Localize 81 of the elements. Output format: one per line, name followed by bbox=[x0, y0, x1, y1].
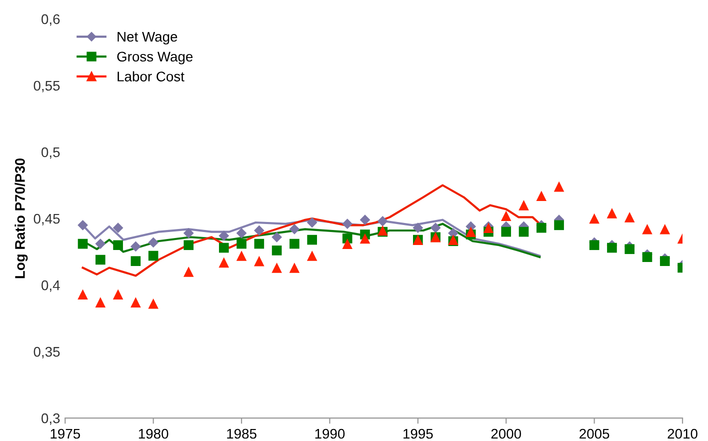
point bbox=[536, 222, 546, 233]
point bbox=[130, 241, 141, 252]
point bbox=[360, 214, 370, 226]
point bbox=[289, 224, 300, 234]
x-tick-label: 1985 bbox=[227, 428, 256, 439]
point bbox=[412, 222, 424, 234]
point bbox=[236, 238, 246, 249]
legend-label: Net Wage bbox=[118, 32, 178, 44]
y-tick-label: 0,55 bbox=[34, 80, 60, 92]
point bbox=[112, 289, 124, 300]
point bbox=[660, 224, 670, 234]
point bbox=[306, 250, 318, 261]
point bbox=[254, 256, 264, 266]
point bbox=[342, 218, 353, 230]
x-tick-label: 1990 bbox=[315, 428, 345, 439]
point bbox=[430, 222, 441, 234]
y-tick-label: 0,6 bbox=[42, 14, 60, 26]
point bbox=[130, 256, 141, 266]
legend-label: Labor Cost bbox=[118, 71, 184, 82]
x-tick-label: 2005 bbox=[580, 428, 610, 439]
point bbox=[254, 238, 264, 249]
legend-label: Gross Wage bbox=[117, 52, 193, 64]
point bbox=[642, 224, 652, 234]
point bbox=[184, 240, 194, 250]
point bbox=[501, 226, 512, 237]
point bbox=[236, 250, 247, 261]
point bbox=[95, 238, 106, 249]
point bbox=[500, 210, 512, 222]
x-tick-label: 1975 bbox=[50, 428, 80, 439]
point bbox=[342, 238, 353, 249]
point bbox=[183, 228, 194, 238]
point bbox=[589, 213, 600, 224]
x-tick-label: 2000 bbox=[491, 428, 522, 439]
x-tick-label: 1995 bbox=[404, 428, 433, 439]
point bbox=[113, 240, 123, 250]
y-tick-label: 0,4 bbox=[42, 280, 60, 292]
point bbox=[95, 297, 106, 308]
point bbox=[642, 252, 652, 262]
point bbox=[272, 232, 282, 242]
point bbox=[306, 217, 318, 228]
point bbox=[236, 228, 247, 238]
point bbox=[112, 222, 124, 234]
point bbox=[518, 226, 529, 237]
point bbox=[78, 289, 88, 300]
point bbox=[606, 208, 618, 218]
point bbox=[148, 298, 158, 309]
point bbox=[360, 233, 370, 244]
y-tick-label: 0,3 bbox=[42, 413, 60, 425]
point bbox=[78, 220, 88, 230]
y-tick-label: 0,35 bbox=[34, 346, 60, 358]
point bbox=[272, 262, 282, 273]
point bbox=[218, 242, 229, 253]
point bbox=[660, 256, 670, 266]
point bbox=[130, 297, 141, 308]
point bbox=[96, 254, 106, 265]
y-tick-label: 0,5 bbox=[42, 147, 60, 159]
point bbox=[624, 244, 635, 254]
y-tick-label: 0,45 bbox=[34, 214, 60, 226]
point bbox=[272, 246, 282, 256]
point bbox=[148, 237, 159, 248]
point bbox=[607, 242, 617, 253]
point bbox=[78, 238, 88, 249]
point bbox=[624, 212, 635, 222]
point bbox=[589, 240, 600, 250]
x-tick-label: 2010 bbox=[668, 428, 698, 439]
point bbox=[218, 257, 230, 268]
point bbox=[254, 225, 264, 236]
point bbox=[183, 266, 194, 277]
point bbox=[289, 262, 300, 273]
x-tick-label: 1980 bbox=[138, 428, 168, 439]
point bbox=[148, 250, 158, 261]
point bbox=[536, 190, 547, 202]
point bbox=[554, 181, 564, 192]
point bbox=[377, 216, 388, 226]
point bbox=[518, 200, 529, 210]
point bbox=[307, 234, 317, 245]
point bbox=[218, 230, 230, 242]
point bbox=[554, 220, 564, 230]
y-axis-title: Log Ratio P70/P30 bbox=[14, 158, 28, 278]
point bbox=[466, 226, 476, 237]
point bbox=[290, 238, 300, 249]
